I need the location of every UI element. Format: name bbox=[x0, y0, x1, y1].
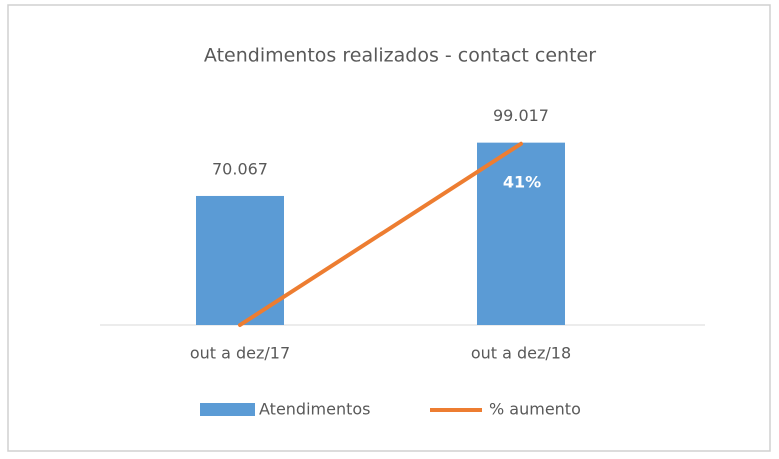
line bbox=[238, 141, 523, 327]
chart-title: Atendimentos realizados - contact center bbox=[204, 45, 596, 67]
data-label: 70.067 bbox=[212, 159, 268, 178]
x-tick-label: out a dez/17 bbox=[190, 344, 290, 363]
legend-label: % aumento bbox=[489, 400, 581, 419]
legend-swatch bbox=[200, 403, 255, 416]
legend-label: Atendimentos bbox=[259, 400, 371, 419]
bar bbox=[196, 195, 284, 325]
data-label: 41% bbox=[503, 172, 541, 191]
bar bbox=[477, 142, 565, 325]
data-label: 99.017 bbox=[493, 106, 549, 125]
x-tick-label: out a dez/18 bbox=[471, 344, 571, 363]
